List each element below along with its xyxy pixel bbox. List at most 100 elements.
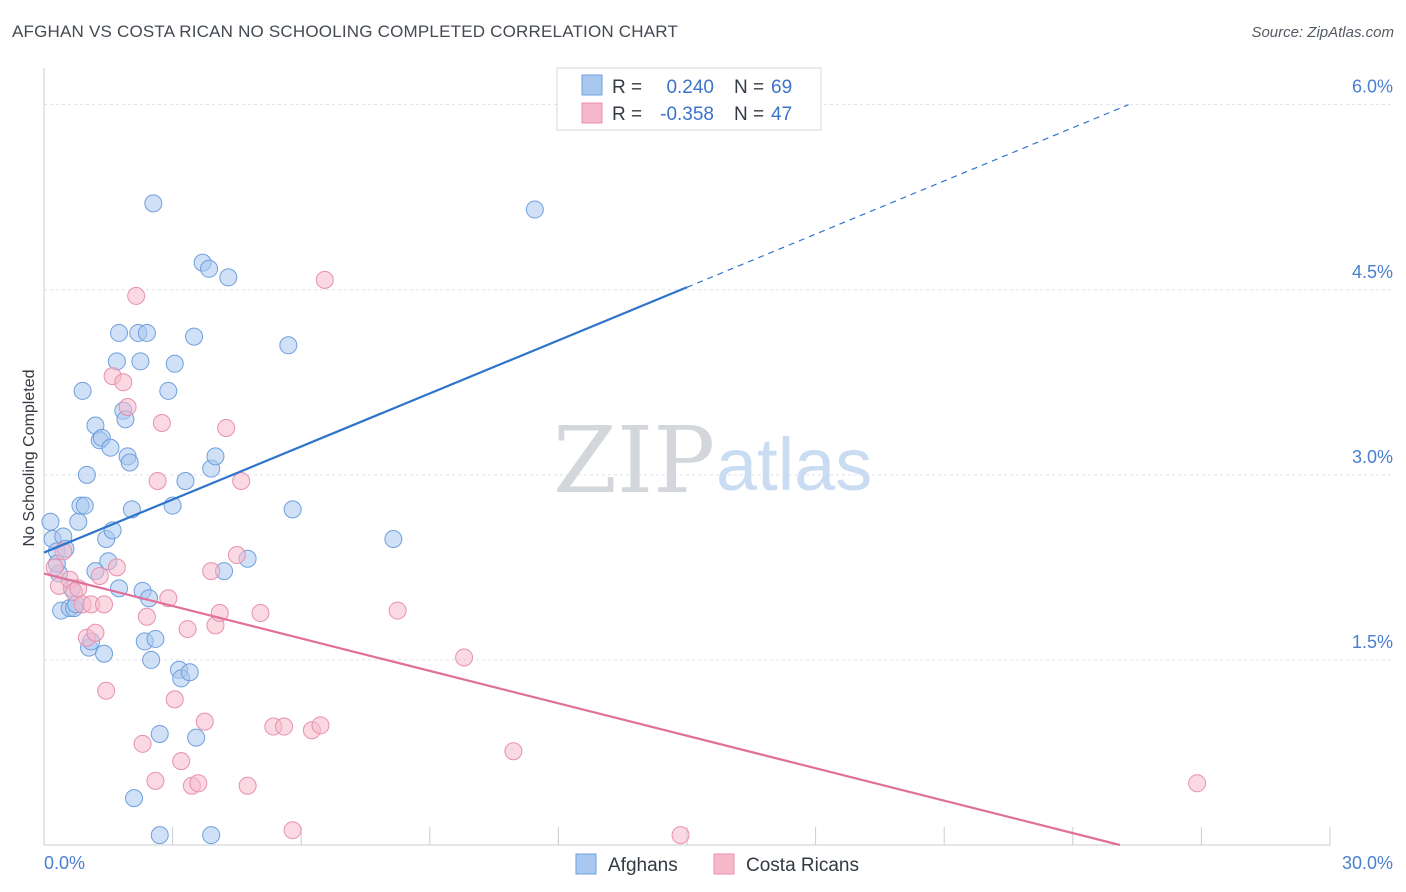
costa-rican-point [114,373,133,392]
costa-rican-point [178,620,197,639]
costa-rican-point [195,712,214,731]
costa-rican-point [671,826,690,845]
afghan-point [283,500,302,519]
costa-rican-point [315,270,334,289]
afghan-point [142,650,161,669]
legend-n-label-afghans: N = [734,77,764,98]
afghan-point [73,381,92,400]
costa-rican-point [127,286,146,305]
y-tick-label: 6.0% [1352,77,1393,97]
axis-layer: 1.5% 3.0% 4.5% 6.0% 0.0% 30.0% [43,68,1393,873]
afghan-point [200,259,219,278]
costa-rican-point [311,716,330,735]
legend-swatch-afghans [581,74,603,96]
afghan-point [159,381,178,400]
costa-rican-point [146,771,165,790]
afghan-point [146,629,165,648]
legend-r-label-afghans: R = [612,77,642,98]
afghan-point [120,453,139,472]
legend-r-value-afghans: 0.240 [666,77,714,98]
costa-rican-point [388,601,407,620]
source-label: Source: ZipAtlas.com [1251,24,1394,41]
costa-rican-point [227,546,246,565]
costa-rican-point [275,717,294,736]
afghan-point [107,352,126,371]
afghan-point [101,438,120,457]
watermark-zip: ZIP [553,407,715,514]
costa-rican-point [107,558,126,577]
costa-rican-point [238,776,257,795]
afghan-point [110,323,129,342]
x-tick-label-min: 0.0% [44,853,85,873]
costa-rican-point [86,623,105,642]
series-legend: Afghans Costa Ricans [575,853,859,876]
afghan-point [187,728,206,747]
legend-n-value-costa-ricans: 47 [771,104,792,125]
costa-rican-point [172,752,191,771]
afghan-trend-line [43,286,688,554]
afghan-point [206,447,225,466]
afghan-point [144,194,163,213]
afghan-point [75,496,94,515]
costa-rican-point [159,589,178,608]
trend-layer [43,104,1129,847]
costa-rican-point [217,418,236,437]
costa-rican-point [133,734,152,753]
costa-rican-point [165,690,184,709]
y-axis-label: No Schooling Completed [21,370,38,547]
afghan-point [131,352,150,371]
costa-rican-trend-line [43,572,1121,847]
watermark-atlas: atlas [716,423,872,506]
legend-r-value-costa-ricans: -0.358 [660,104,714,125]
costa-rican-point [283,821,302,840]
costa-rican-point [455,648,474,667]
y-tick-label: 4.5% [1352,262,1393,282]
chart-title: AFGHAN VS COSTA RICAN NO SCHOOLING COMPL… [12,22,679,41]
series-legend-label-costa-ricans: Costa Ricans [746,855,859,876]
costa-rican-point [152,414,171,433]
costa-rican-point [95,595,114,614]
afghan-point [41,512,60,531]
afghan-point [77,465,96,484]
afghan-point [150,724,169,743]
y-tick-label: 3.0% [1352,447,1393,467]
afghan-point [202,826,221,845]
watermark: ZIP atlas [553,407,872,514]
afghan-point [176,472,195,491]
costa-rican-point [1188,774,1207,793]
y-tick-label: 1.5% [1352,632,1393,652]
afghan-point [95,644,114,663]
afghan-point [69,512,88,531]
afghan-point [219,268,238,287]
afghan-trend-extension [686,104,1129,288]
costa-rican-point [97,681,116,700]
afghan-point [165,354,184,373]
afghan-point [180,663,199,682]
afghan-point [137,323,156,342]
afghan-point [525,200,544,219]
costa-rican-point [251,604,270,623]
legend-r-label-costa-ricans: R = [612,104,642,125]
costa-rican-point [189,774,208,793]
costa-rican-point [202,562,221,581]
costa-rican-point [232,472,251,491]
series-legend-swatch-costa-ricans [713,853,735,875]
legend-n-label-costa-ricans: N = [734,104,764,125]
x-tick-label-max: 30.0% [1342,853,1393,873]
grid-layer [44,104,1392,661]
costa-rican-point [90,567,109,586]
afghan-point [384,530,403,548]
legend-swatch-costa-ricans [581,102,603,124]
afghan-point [185,327,204,346]
costa-rican-point [148,472,167,491]
afghan-point [279,336,298,355]
afghan-point [125,789,144,808]
legend-n-value-afghans: 69 [771,77,792,98]
series-legend-label-afghans: Afghans [608,855,678,876]
costa-rican-point [45,558,64,577]
costa-rican-point [137,607,156,626]
costa-rican-point [118,397,137,416]
points-layer [41,194,1207,845]
costa-rican-point [504,742,523,761]
